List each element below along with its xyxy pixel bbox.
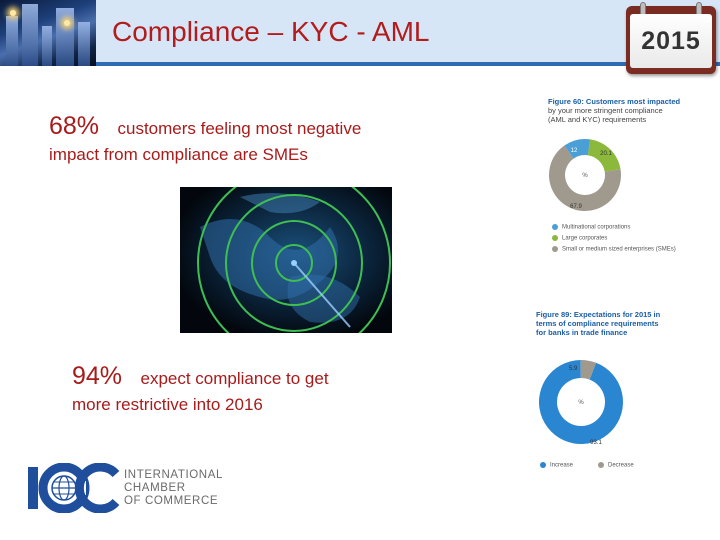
donut-slice [539,360,623,444]
city-photo [0,0,96,66]
legend-item: Decrease [598,462,634,469]
header-divider [96,62,720,66]
slice-label: 67.9 [570,204,582,210]
stat-block-smes: 68% customers feeling most negative impa… [49,112,361,165]
figure89-title: Figure 89: Expectations for 2015 in term… [536,310,661,337]
stat-percent: 94% [72,362,123,390]
donut-slice [587,139,621,172]
stat-text: more restrictive into 2016 [72,395,263,414]
stat-percent: 68% [49,112,100,140]
donut-center-label: % [578,400,584,406]
legend-item: Increase [540,462,573,469]
legend-item: Large corporates [552,235,607,242]
legend-item: Multinational corporations [552,224,630,231]
radar-image [180,187,392,333]
figure60-title: Figure 60: Customers most impacted by yo… [548,97,681,124]
legend-item: Small or medium sized enterprises (SMEs) [552,246,676,253]
header-bar [96,0,720,62]
stat-text: impact from compliance are SMEs [49,145,308,164]
slice-label: 20.1 [600,151,612,157]
donut-center-label: % [582,173,588,179]
slice-label: 5.9 [569,366,578,372]
icc-logo-mark [28,462,120,514]
stat-text: customers feeling most negative [117,119,362,138]
slice-label: 12 [571,148,578,154]
icc-logo: INTERNATIONAL CHAMBER OF COMMERCE [28,462,228,514]
stat-text: expect compliance to get [140,369,329,388]
slice-label: 93.1 [590,440,602,446]
figure89-donut-chart: 5.9 93.1% [539,360,623,446]
calendar-icon: 2015 [624,0,718,76]
page-title: Compliance – KYC - AML [112,16,430,47]
figure60-donut-chart: 12 20.1 67.9% [549,139,621,211]
stat-block-restrictive: 94% expect compliance to get more restri… [72,362,329,415]
header: Compliance – KYC - AML 2015 [0,0,720,74]
calendar-year: 2015 [630,14,712,68]
icc-logo-text: INTERNATIONAL CHAMBER OF COMMERCE [124,469,223,507]
donut-slice [564,139,591,159]
donut-slice [580,360,597,380]
donut-slice [549,145,621,211]
